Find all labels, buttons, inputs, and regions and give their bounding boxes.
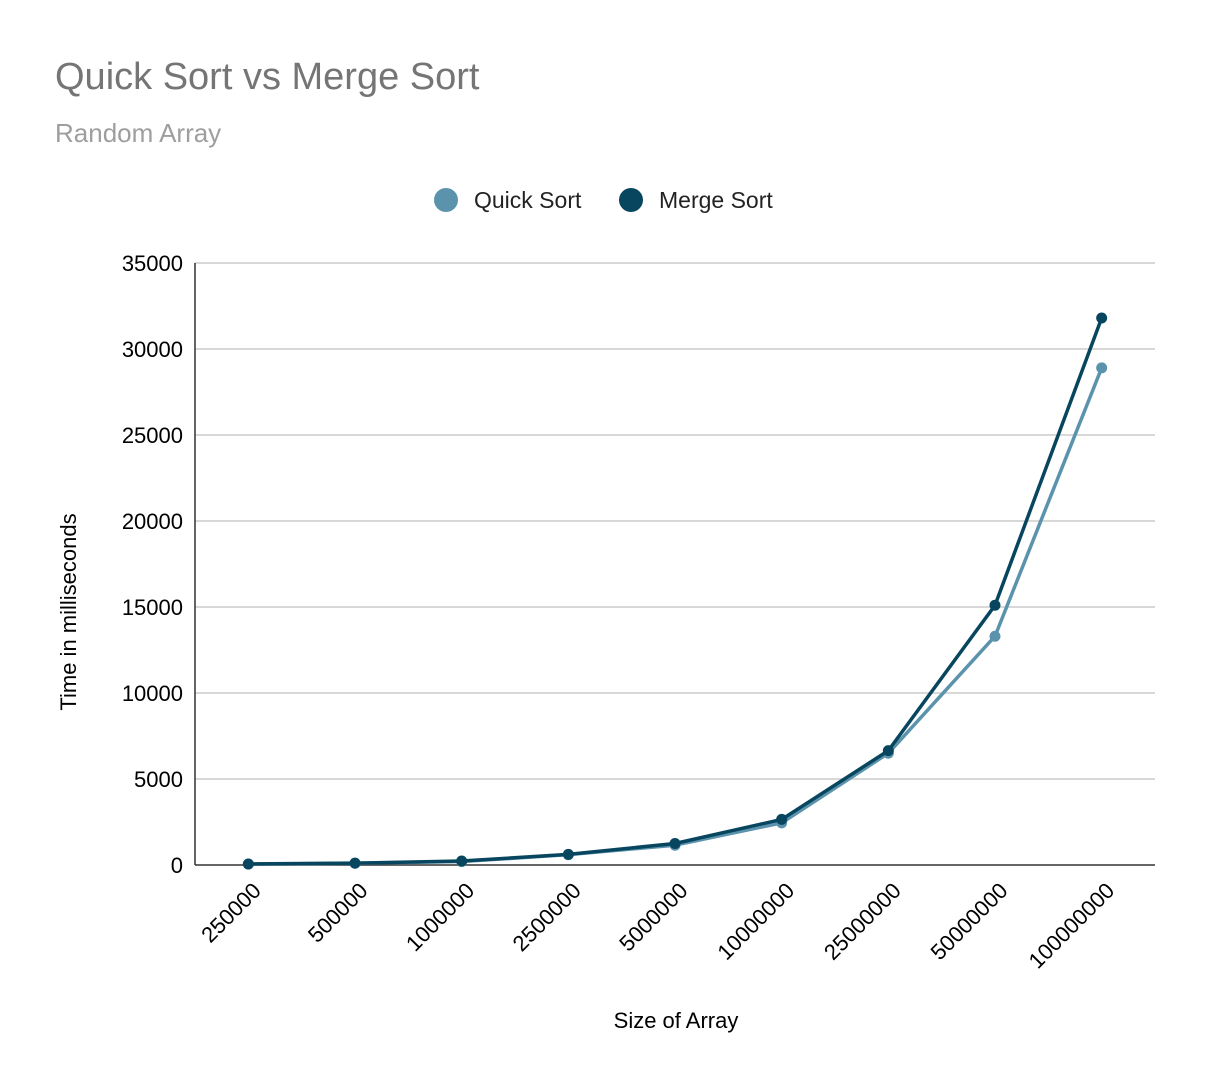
- merge-sort-point: [882, 745, 894, 757]
- gridlines: [195, 262, 1155, 780]
- merge-sort-point: [1096, 312, 1108, 324]
- merge-sort-line: [248, 317, 1104, 866]
- series-layer: [242, 312, 1108, 870]
- x-tick-label: 250000: [196, 878, 266, 948]
- merge-sort-point: [349, 857, 361, 869]
- legend-marker-merge-sort: [619, 188, 643, 212]
- quick-sort-line: [248, 367, 1104, 866]
- y-tick-label: 15000: [122, 595, 183, 620]
- merge-sort-point: [669, 838, 681, 849]
- x-axis-ticks: 250000 500000 1000000 2500000 5000000 1000000…: [196, 878, 1119, 974]
- x-tick-label: 5000000: [614, 878, 692, 956]
- merge-sort-point: [989, 599, 1001, 611]
- y-tick-label: 0: [171, 853, 183, 878]
- merge-sort-point: [562, 848, 574, 860]
- y-tick-label: 35000: [122, 251, 183, 276]
- chart-title: Quick Sort vs Merge Sort: [55, 56, 480, 98]
- y-tick-label: 20000: [122, 509, 183, 534]
- x-tick-label: 500000: [303, 878, 373, 948]
- legend-marker-quick-sort: [434, 188, 458, 212]
- y-tick-label: 10000: [122, 681, 183, 706]
- x-tick-label: 25000000: [819, 878, 906, 965]
- legend-label-quick-sort: Quick Sort: [474, 187, 582, 213]
- x-tick-label: 2500000: [508, 878, 586, 956]
- y-axis-title: Time in milliseconds: [56, 513, 81, 710]
- chart-subtitle: Random Array: [55, 118, 222, 148]
- legend-label-merge-sort: Merge Sort: [659, 187, 773, 213]
- y-axis-ticks: 0 5000 10000 15000 20000 25000 30000 35000: [122, 251, 183, 878]
- merge-sort-point: [456, 855, 468, 867]
- y-tick-label: 5000: [134, 767, 183, 792]
- quick-sort-point: [1096, 362, 1108, 374]
- merge-sort-point: [776, 813, 788, 825]
- legend: Quick Sort Merge Sort: [434, 187, 773, 213]
- x-tick-label: 1000000: [401, 878, 479, 956]
- y-tick-label: 30000: [122, 337, 183, 362]
- x-tick-label: 100000000: [1024, 878, 1120, 974]
- quick-sort-point: [989, 630, 1001, 642]
- merge-sort-point: [242, 858, 254, 870]
- y-tick-label: 25000: [122, 423, 183, 448]
- x-tick-label: 10000000: [712, 878, 799, 965]
- x-axis-title: Size of Array: [614, 1008, 739, 1033]
- x-tick-label: 50000000: [926, 878, 1013, 965]
